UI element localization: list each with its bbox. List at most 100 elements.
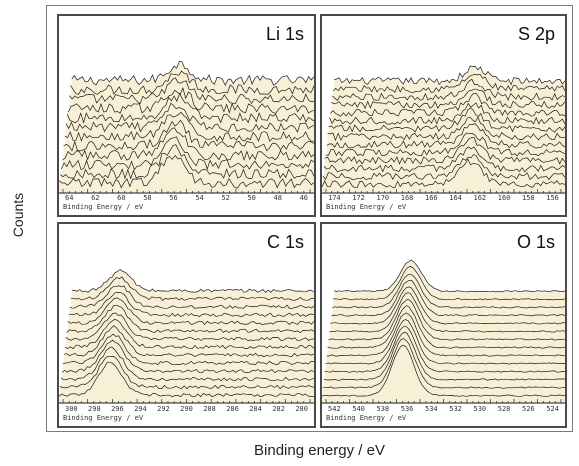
x-tick-label: 48 [273,194,282,202]
spectrum-line [61,339,314,374]
spectrum-line [329,102,565,125]
x-tick-label: 526 [522,405,535,413]
spectrum-line [70,276,314,301]
spectrum-line [327,305,565,349]
spectrum-line [331,88,565,110]
spectrum-line [64,318,314,350]
x-tick-label: 284 [249,405,262,413]
spectrum-line [63,325,314,358]
spectrum-line [329,292,565,333]
spectrum-line [65,312,314,341]
panel-title-s-2p: S 2p [517,24,555,44]
li-1s-x-axis-label: Binding Energy / eV [63,203,144,211]
spectrum-line [59,144,314,180]
spectrum-line [63,119,314,152]
spectrum-line [69,285,314,309]
x-axis-label: Binding energy / eV [254,442,385,459]
x-tick-label: 530 [473,405,487,413]
spectrum-line [64,111,314,142]
spectrum-line [334,65,565,86]
x-tick-label: 542 [328,405,341,413]
x-tick-label: 292 [157,405,170,413]
spectrum-line [326,123,565,149]
li-1s-spectra-plot [59,60,314,194]
spectrum-line [325,132,565,157]
x-tick-label: 164 [449,194,462,202]
spectrum-line [323,332,565,381]
panel-s-2p: S 2p 174 172 170 168 166 164 162 160 158 156 Bind… [320,14,567,217]
spectrum-line [59,154,314,189]
x-tick-label: 524 [546,405,559,413]
spectrum-line [322,344,565,397]
x-tick-label: 52 [221,194,230,202]
x-tick-label: 54 [195,194,204,202]
spectrum-line [66,304,314,334]
spectrum-line [324,325,565,373]
x-tick-label: 536 [400,405,414,413]
spectrum-line [67,87,314,114]
spectrum-line [68,292,314,317]
panel-title-c-1s: C 1s [266,232,304,252]
spectrum-line [67,297,314,326]
x-tick-label: 168 [400,194,414,202]
spectrum-line [322,154,565,181]
spectrum-line [62,127,314,162]
x-tick-label: 56 [169,194,178,202]
spectrum-line [328,107,565,133]
c-1s-x-ticks: 300 298 296 294 292 290 288 286 284 282 280 [65,405,308,414]
o-1s-spectra-plot [322,259,565,404]
x-tick-label: 50 [247,194,256,202]
spectrum-line [333,266,565,301]
x-tick-label: 288 [203,405,216,413]
spectrum-line [331,279,565,317]
spectrum-line [71,60,314,86]
x-tick-label: 286 [226,405,239,413]
x-tick-label: 158 [522,194,535,202]
x-tick-label: 298 [88,405,101,413]
spectrum-line [326,312,565,357]
y-axis-label: Counts [10,192,26,238]
spectrum-line [330,92,565,117]
panel-title-li-1s: Li 1s [265,24,304,44]
panel-o-1s: O 1s 542 540 538 536 534 532 530 528 526 524 Bind… [320,222,567,428]
spectrum-line [325,319,565,365]
panel-c-1s: C 1s 300 298 296 294 292 290 288 286 284 282 280 B… [57,222,316,428]
spectrum-line [323,146,565,173]
spectrum-line [59,355,314,390]
x-tick-label: 538 [376,405,390,413]
x-tick-label: 528 [497,405,511,413]
x-tick-label: 58 [143,194,152,202]
s-2p-spectra-plot [322,65,565,194]
x-tick-label: 160 [497,194,511,202]
spectrum-line [70,70,314,95]
x-tick-label: 174 [328,194,341,202]
spectrum-line [322,158,565,189]
o-1s-x-ticks: 542 540 538 536 534 532 530 528 526 524 [328,405,559,414]
spectrum-line [60,136,314,171]
spectrum-line [328,299,565,341]
spectrum-line [62,333,314,366]
spectrum-fill [322,345,565,404]
x-tick-label: 162 [473,194,487,202]
panel-title-o-1s: O 1s [516,232,555,252]
o-1s-x-axis-label: Binding Energy / eV [326,414,407,422]
spectrum-line [332,78,565,101]
x-tick-label: 172 [352,194,365,202]
spectrum-line [322,338,565,389]
spectrum-line [60,346,314,382]
c-1s-x-axis-label: Binding Energy / eV [63,414,144,422]
x-tick-label: 534 [425,405,438,413]
spectrum-fill [59,362,314,404]
spectrum-line [71,268,314,293]
spectrum-fill [59,155,314,194]
s-2p-x-axis-label: Binding Energy / eV [326,203,407,211]
spectrum-line [69,77,314,105]
spectrum-line [334,259,565,293]
spectrum-line [332,273,565,309]
spectrum-line [327,116,565,142]
x-tick-label: 46 [299,194,308,202]
x-tick-label: 166 [425,194,438,202]
x-tick-label: 296 [111,405,124,413]
x-tick-label: 532 [449,405,462,413]
